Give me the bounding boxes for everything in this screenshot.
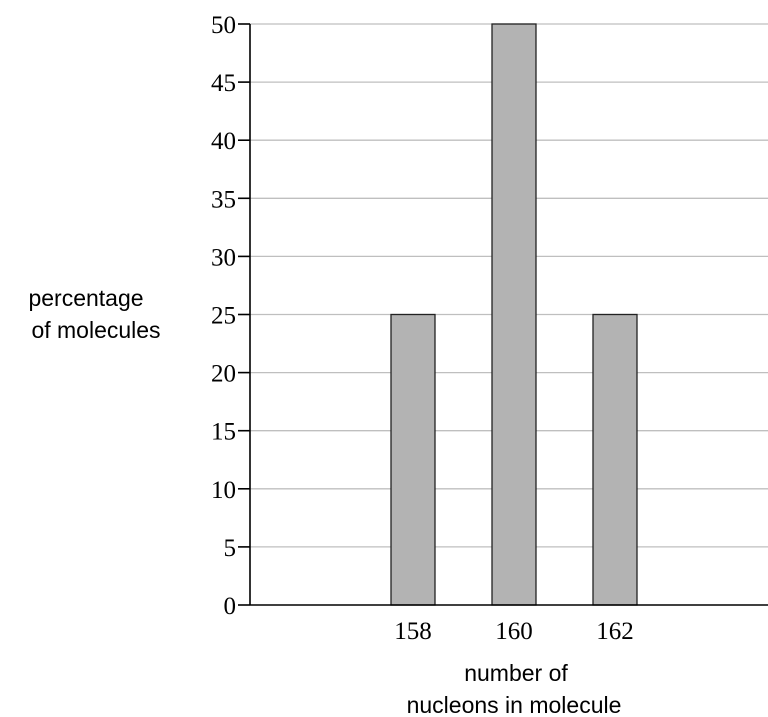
x-axis-title-line-2: nucleons in molecule [407,692,622,717]
y-axis: 0 5 10 15 20 25 30 35 40 45 50 [211,12,251,620]
y-axis-title-line-2: of molecules [31,317,160,343]
y-tick-label-15: 15 [211,419,236,446]
bar-162 [592,313,638,606]
y-tick-label-30: 30 [211,244,236,271]
bars [390,23,638,606]
x-tick-label-162: 162 [596,618,634,645]
x-tick-label-160: 160 [495,618,533,645]
y-tick-label-25: 25 [211,303,236,330]
y-axis-title-line-1: percentage [28,285,143,311]
bar-160 [491,23,537,606]
bar-158 [390,313,436,606]
x-axis-title-line-1: number of [464,660,568,686]
y-tick-label-50: 50 [211,12,236,39]
y-tick-label-5: 5 [224,535,237,562]
y-tick-label-45: 45 [211,70,236,97]
y-tick-label-0: 0 [224,593,237,620]
x-tick-label-158: 158 [394,618,432,645]
y-tick-label-20: 20 [211,361,236,388]
x-axis: 158 160 162 [250,604,768,645]
y-tick-label-35: 35 [211,186,236,213]
y-tick-label-10: 10 [211,477,236,504]
y-tick-label-40: 40 [211,128,236,155]
